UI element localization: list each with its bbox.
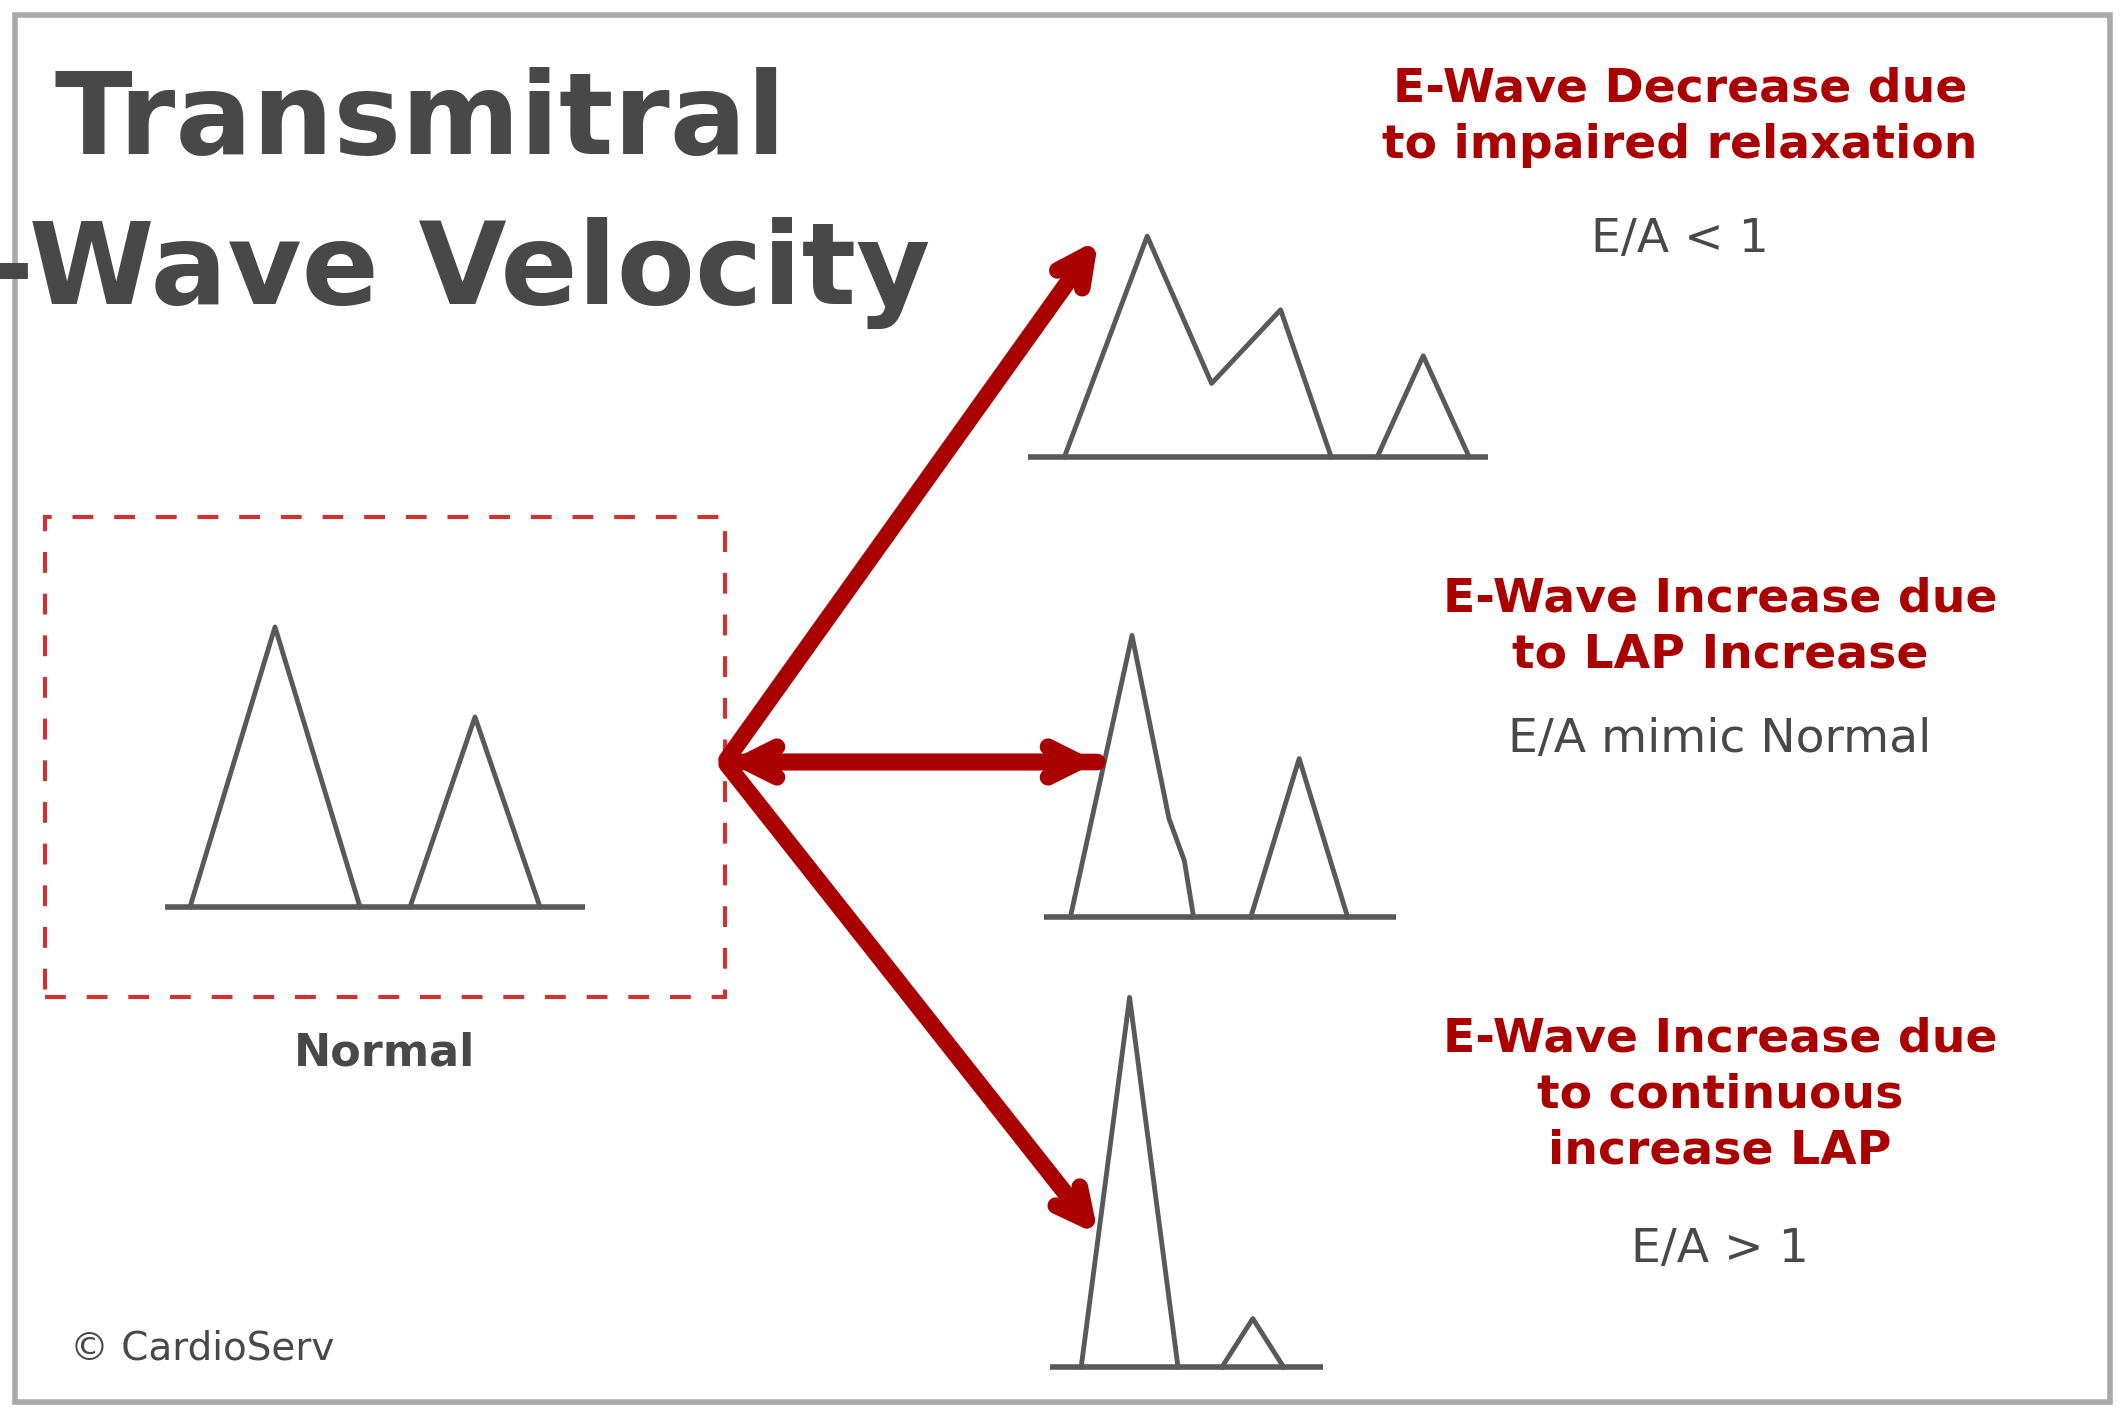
- Text: Transmitral: Transmitral: [53, 67, 786, 179]
- Text: © CardioServ: © CardioServ: [70, 1329, 334, 1367]
- Text: E-Wave Increase due
to continuous
increase LAP: E-Wave Increase due to continuous increa…: [1443, 1017, 1997, 1173]
- Text: E-Wave Increase due
to LAP Increase: E-Wave Increase due to LAP Increase: [1443, 577, 1997, 677]
- Text: E/A mimic Normal: E/A mimic Normal: [1509, 717, 1932, 762]
- Text: Normal: Normal: [293, 1032, 476, 1076]
- Text: E-Wave Decrease due
to impaired relaxation: E-Wave Decrease due to impaired relaxati…: [1381, 67, 1978, 167]
- Text: E/A > 1: E/A > 1: [1632, 1227, 1808, 1272]
- Text: E/A < 1: E/A < 1: [1592, 217, 1768, 262]
- Text: E-Wave Velocity: E-Wave Velocity: [0, 217, 931, 329]
